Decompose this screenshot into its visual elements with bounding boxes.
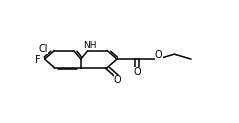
Text: Cl: Cl xyxy=(38,44,48,54)
Text: O: O xyxy=(114,75,121,85)
Text: NH: NH xyxy=(83,41,97,50)
Text: F: F xyxy=(35,55,41,65)
Text: O: O xyxy=(155,50,163,61)
Text: O: O xyxy=(133,67,141,77)
